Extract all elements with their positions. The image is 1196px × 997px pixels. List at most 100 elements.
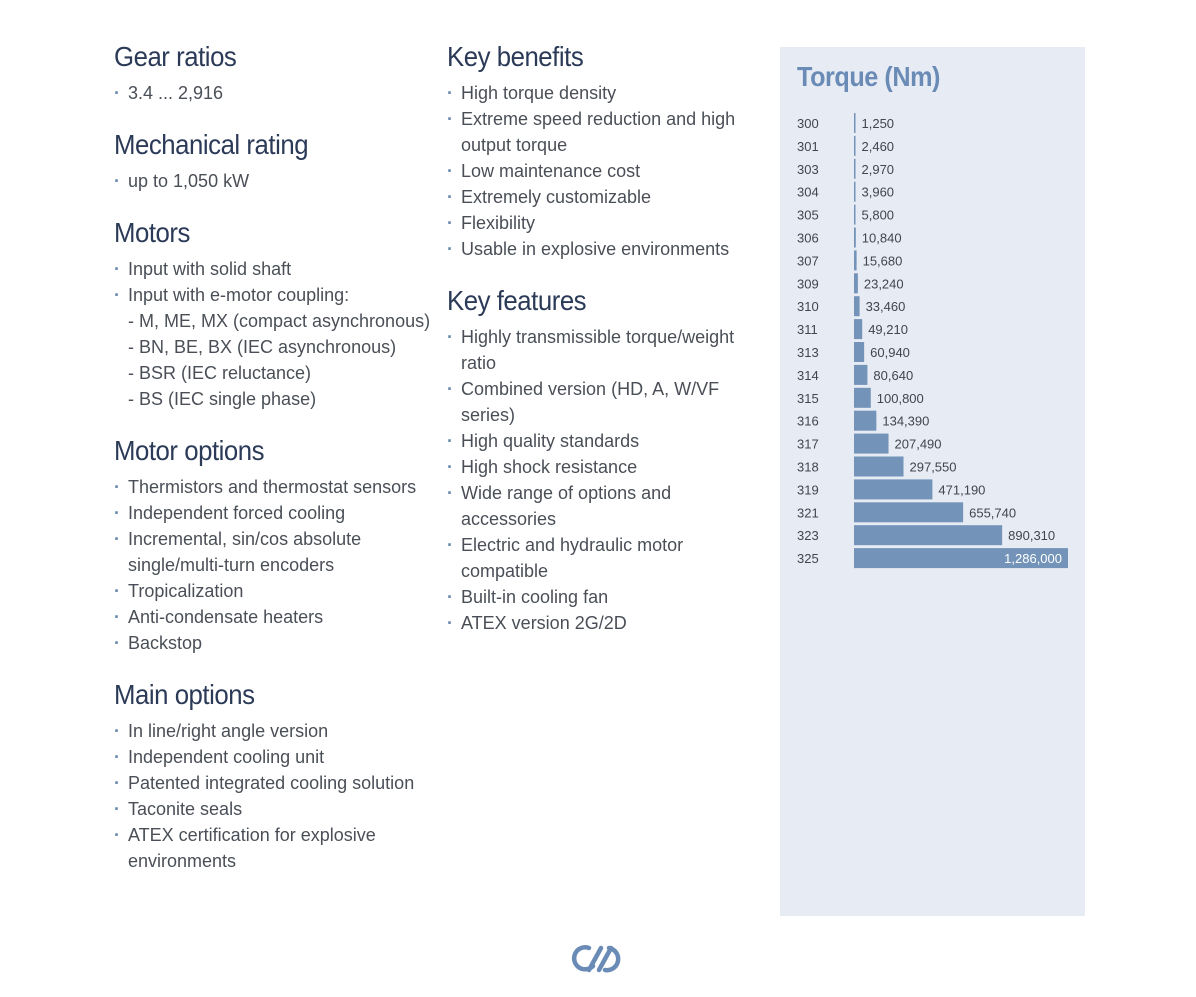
list-item: ATEX certification for explosive environ… xyxy=(114,822,434,874)
bullet-list: In line/right angle versionIndependent c… xyxy=(114,718,434,874)
category-label: 318 xyxy=(797,460,819,475)
bullet-list: up to 1,050 kW xyxy=(114,168,434,194)
list-item: 3.4 ... 2,916 xyxy=(114,80,434,106)
middle-column: Key benefits High torque densityExtreme s… xyxy=(447,40,757,658)
category-label: 316 xyxy=(797,414,819,429)
category-label: 301 xyxy=(797,139,819,154)
section-title: Gear ratios xyxy=(114,41,237,72)
category-label: 311 xyxy=(797,322,818,337)
category-label: 317 xyxy=(797,437,819,452)
chart-title: Torque (Nm) xyxy=(797,61,940,92)
bullet-list: Highly transmissible torque/weight ratio… xyxy=(447,324,757,636)
section-motor-options: Motor options Thermistors and thermostat … xyxy=(114,434,434,656)
list-item: ATEX version 2G/2D xyxy=(447,610,757,636)
sub-list-item: - BSR (IEC reluctance) xyxy=(128,363,312,383)
list-item: Anti-condensate heaters xyxy=(114,604,434,630)
list-item: In line/right angle version xyxy=(114,718,434,744)
section-gear-ratios: Gear ratios 3.4 ... 2,916 xyxy=(114,40,434,106)
torque-bar-chart: 300 1,250 301 2,460 303 2,970 304 3,960 305 5,800… xyxy=(797,113,1068,569)
value-label: 15,680 xyxy=(863,253,903,268)
category-label: 325 xyxy=(797,551,819,566)
section-mechanical-rating: Mechanical rating up to 1,050 kW xyxy=(114,128,434,194)
list-item: Input with solid shaft xyxy=(114,256,434,282)
value-label: 134,390 xyxy=(882,414,929,429)
bar xyxy=(854,525,1003,546)
section-motors: Motors Input with solid shaftInput with e… xyxy=(114,216,434,412)
category-label: 304 xyxy=(797,185,819,200)
bar xyxy=(854,479,933,500)
bullet-list: High torque densityExtreme speed reducti… xyxy=(447,80,757,262)
list-item: Patented integrated cooling solution xyxy=(114,770,434,796)
bar xyxy=(854,113,856,133)
bar xyxy=(854,158,856,179)
bar xyxy=(854,364,868,385)
bar xyxy=(854,273,858,294)
category-label: 313 xyxy=(797,345,819,360)
bar xyxy=(854,135,856,156)
category-label: 310 xyxy=(797,299,819,314)
value-label: 2,460 xyxy=(862,139,895,154)
list-item: High shock resistance xyxy=(447,454,757,480)
bullet-list: Input with solid shaftInput with e-motor… xyxy=(114,256,434,412)
value-label: 1,286,000 xyxy=(1004,551,1062,566)
value-label: 1,250 xyxy=(862,116,895,131)
bar xyxy=(854,181,856,202)
list-item: up to 1,050 kW xyxy=(114,168,434,194)
list-item: Taconite seals xyxy=(114,796,434,822)
value-label: 33,460 xyxy=(866,299,906,314)
bar xyxy=(854,410,877,431)
list-item: Electric and hydraulic motor compatible xyxy=(447,532,757,584)
category-label: 309 xyxy=(797,276,819,291)
section-title: Mechanical rating xyxy=(114,129,309,160)
value-label: 890,310 xyxy=(1008,528,1055,543)
bar xyxy=(854,227,856,248)
bar xyxy=(854,319,863,340)
value-label: 80,640 xyxy=(873,368,913,383)
category-label: 315 xyxy=(797,391,819,406)
list-item: Tropicalization xyxy=(114,578,434,604)
list-item: Highly transmissible torque/weight ratio xyxy=(447,324,757,376)
category-label: 307 xyxy=(797,253,819,268)
section-title: Key features xyxy=(447,285,587,316)
list-item: High torque density xyxy=(447,80,757,106)
list-item: Usable in explosive environments xyxy=(447,236,757,262)
list-item: Independent forced cooling xyxy=(114,500,434,526)
bar xyxy=(854,250,857,271)
value-label: 471,190 xyxy=(938,482,985,497)
list-item: High quality standards xyxy=(447,428,757,454)
bar xyxy=(854,433,889,454)
section-key-benefits: Key benefits High torque densityExtreme s… xyxy=(447,40,757,262)
left-column: Gear ratios 3.4 ... 2,916 Mechanical ratin… xyxy=(114,40,434,896)
section-title: Main options xyxy=(114,679,255,710)
list-item: Extremely customizable xyxy=(447,184,757,210)
value-label: 10,840 xyxy=(862,231,902,246)
sub-list-item: - M, ME, MX (compact asynchronous) xyxy=(128,311,431,331)
section-main-options: Main options In line/right angle versionI… xyxy=(114,678,434,874)
value-label: 60,940 xyxy=(870,345,910,360)
torque-chart-panel: Torque (Nm) 300 1,250 301 2,460 303 2,970 304 3… xyxy=(780,47,1085,916)
list-item: Flexibility xyxy=(447,210,757,236)
list-item: Input with e-motor coupling: xyxy=(114,282,434,308)
value-label: 5,800 xyxy=(862,208,895,223)
bullet-list: Thermistors and thermostat sensorsIndepe… xyxy=(114,474,434,656)
list-item: Low maintenance cost xyxy=(447,158,757,184)
value-label: 2,970 xyxy=(862,162,895,177)
category-label: 300 xyxy=(797,116,819,131)
list-item: Combined version (HD, A, W/VF series) xyxy=(447,376,757,428)
category-label: 319 xyxy=(797,482,819,497)
bar xyxy=(854,502,964,523)
list-item: Built-in cooling fan xyxy=(447,584,757,610)
value-label: 207,490 xyxy=(895,437,942,452)
sub-list-item: - BN, BE, BX (IEC asynchronous) xyxy=(128,337,397,357)
list-item: Wide range of options and accessories xyxy=(447,480,757,532)
bar xyxy=(854,548,1068,569)
list-item: Incremental, sin/cos absolute single/mul… xyxy=(114,526,434,578)
category-label: 306 xyxy=(797,231,819,246)
value-label: 3,960 xyxy=(862,185,895,200)
list-item: Extreme speed reduction and high output … xyxy=(447,106,757,158)
bullet-list: 3.4 ... 2,916 xyxy=(114,80,434,106)
section-title: Key benefits xyxy=(447,41,584,72)
list-item: Independent cooling unit xyxy=(114,744,434,770)
section-key-features: Key features Highly transmissible torque/… xyxy=(447,284,757,636)
category-label: 303 xyxy=(797,162,819,177)
